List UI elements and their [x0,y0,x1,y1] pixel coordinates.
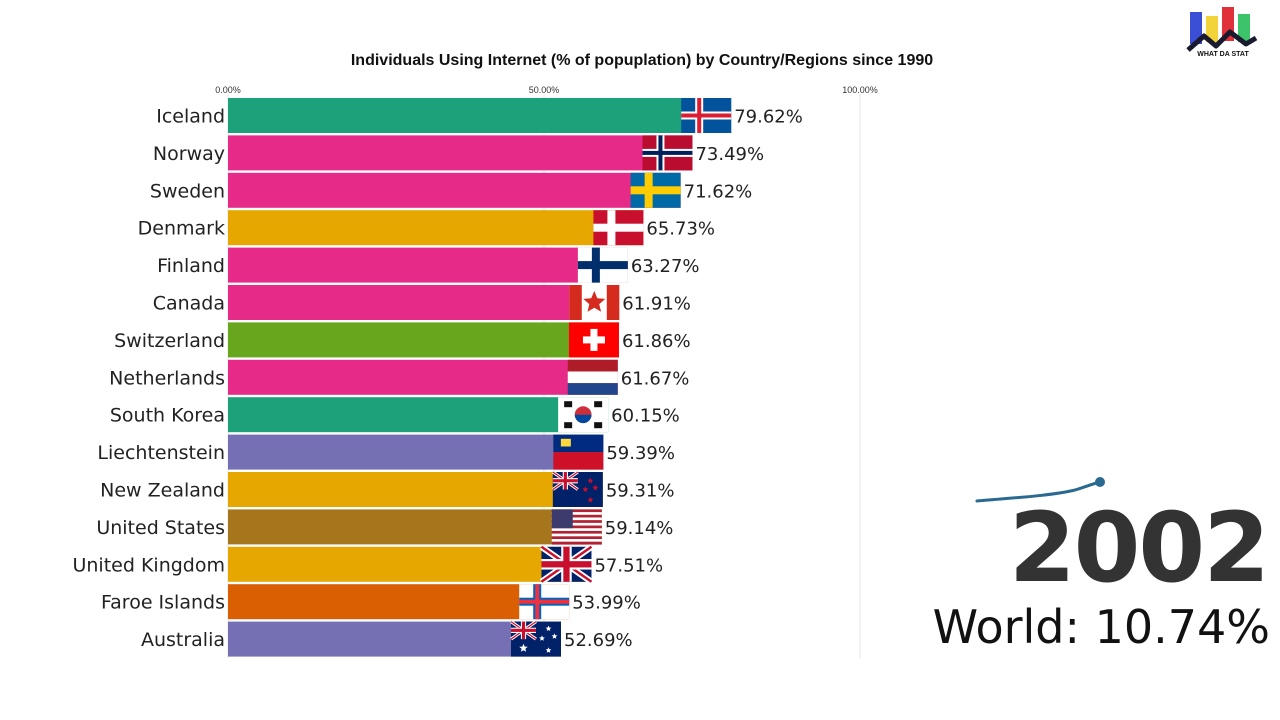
category-label: Iceland [156,106,225,128]
united-kingdom-flag-icon [539,544,594,585]
south-korea-flag-icon [558,397,609,433]
value-label: 59.14% [605,518,674,539]
category-label: Liechtenstein [97,442,225,464]
sweden-flag-icon [630,172,681,208]
liechtenstein-flag-icon [553,434,604,470]
bar [228,135,693,171]
bar [228,472,603,507]
category-label: Australia [141,629,225,651]
bar [228,584,570,620]
bar [228,98,732,133]
iceland-flag-icon [681,98,732,133]
value-label: 61.91% [622,294,691,315]
bar [228,322,619,358]
bar [228,546,592,582]
value-label: 79.62% [734,107,803,128]
value-label: 61.86% [622,331,691,352]
value-label: 52.69% [564,630,633,651]
category-label: Sweden [150,180,225,202]
united-states-flag-icon [551,509,602,545]
value-label: 60.15% [611,406,680,427]
world-value-label: World: 10.74% [932,600,1270,654]
category-label: South Korea [110,405,225,427]
bar [228,397,609,433]
finland-flag-icon [577,247,628,283]
x-tick-label: 50.00% [529,85,560,95]
value-label: 59.39% [606,443,675,464]
year-label: 2002 [1008,492,1270,604]
bar [228,247,628,283]
bar [228,434,604,470]
value-label: 59.31% [606,481,675,502]
category-label: Finland [157,255,225,277]
what-da-stat-logo [1186,7,1258,52]
value-label: 65.73% [646,219,715,240]
value-label: 57.51% [594,555,663,576]
x-tick-label: 0.00% [215,85,241,95]
australia-flag-icon [510,620,562,657]
category-label: Faroe Islands [101,592,225,614]
logo-text: WHAT DA STAT [1197,51,1249,58]
world-trend-sparkline [975,477,1105,503]
value-label: 63.27% [631,256,700,277]
netherlands-flag-icon [567,359,618,395]
category-label: Netherlands [109,367,225,389]
value-label: 53.99% [572,593,641,614]
value-label: 61.67% [621,368,690,389]
bar [228,509,602,545]
category-label: New Zealand [100,480,225,502]
bar [228,210,644,246]
category-label: United Kingdom [72,554,225,576]
category-label: Norway [153,143,225,165]
chart-title: Individuals Using Internet (% of popupla… [350,52,934,69]
category-label: United States [96,517,225,539]
canada-flag-icon [569,285,620,320]
x-tick-label: 100.00% [842,85,878,95]
value-label: 71.62% [684,181,753,202]
bar [228,621,562,657]
norway-flag-icon [642,135,693,171]
bar [228,359,618,395]
denmark-flag-icon [593,210,644,246]
category-label: Canada [153,293,225,315]
new-zealand-flag-icon [551,470,603,507]
bar [228,285,620,320]
switzerland-flag-icon [568,322,619,358]
value-label: 73.49% [695,144,764,165]
bar [228,172,681,208]
category-label: Switzerland [114,330,225,352]
category-label: Denmark [138,218,225,240]
faroe-islands-flag-icon [519,584,570,620]
